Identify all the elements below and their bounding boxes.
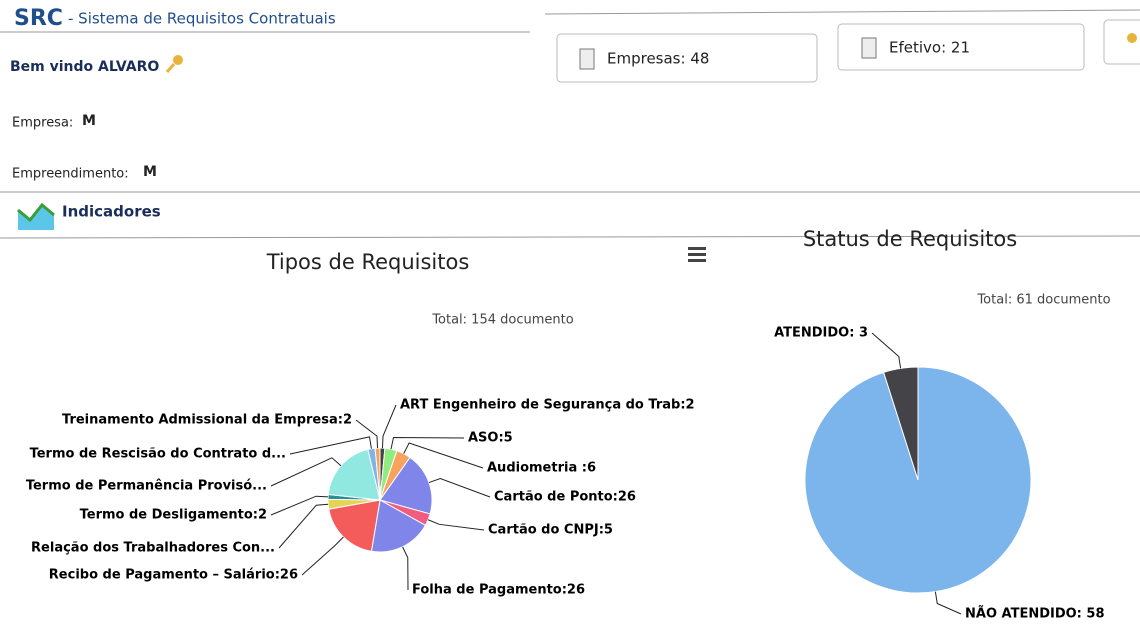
header-rule: [544, 9, 1140, 15]
chart-subtitle: Total: 61 documento: [976, 293, 1110, 308]
empresa-value: M: [82, 113, 96, 129]
menu-icon[interactable]: [688, 247, 706, 262]
label-connector: [934, 591, 962, 615]
slice-label: ATENDIDO: 3: [774, 326, 868, 341]
label-connector: [871, 332, 902, 369]
empresa-label: Empresa:: [12, 116, 73, 131]
label-connector: [270, 495, 329, 516]
slice-label: Cartão do CNPJ:5: [488, 523, 613, 538]
empreendimento-value: M: [143, 164, 157, 180]
pie-slice: [328, 499, 381, 552]
button[interactable]: [1103, 19, 1140, 65]
label-connector: [403, 442, 484, 469]
slice-label: Termo de Permanência Provisó...: [26, 479, 267, 494]
app-title: - Sistema de Requisitos Contratuais: [68, 10, 336, 28]
pie-slice: [379, 456, 433, 515]
label-connector: [390, 436, 465, 450]
slice-label: ART Engenheiro de Segurança do Trab:2: [400, 398, 695, 413]
button-label: Efetivo: 21: [889, 39, 970, 57]
label-connector: [355, 419, 379, 449]
welcome: Bem vindo ALVARO: [10, 59, 159, 75]
empreendimento-label: Empreendimento:: [12, 167, 129, 182]
key-icon: [165, 55, 183, 73]
chart-subtitle: Total: 154 documento: [431, 313, 573, 328]
pie-slice: [374, 447, 381, 501]
pie-slice: [327, 448, 381, 501]
label-connector: [402, 546, 409, 591]
slice-label: Relação dos Trabalhadores Con...: [31, 541, 275, 556]
label-connector: [289, 436, 372, 455]
logo: SRC: [14, 6, 63, 31]
slice-label: NÃO ATENDIDO: 58: [965, 606, 1104, 622]
chart-title: Tipos de Requisitos: [266, 250, 470, 274]
slice-label: Termo de Desligamento:2: [80, 508, 267, 523]
slice-label: Recibo de Pagamento – Salário:26: [49, 568, 298, 583]
label-connector: [428, 477, 491, 498]
chart-title: Status de Requisitos: [803, 227, 1017, 251]
slice-label: Folha de Pagamento:26: [412, 583, 585, 598]
indicator-icon: [17, 202, 55, 230]
slice-label: ASO:5: [468, 431, 513, 446]
label-connector: [381, 404, 397, 449]
slice-label: Cartão de Ponto:26: [494, 490, 636, 505]
label-connector: [278, 503, 329, 549]
section-title: Indicadores: [62, 203, 161, 221]
button-label: Empresas: 48: [607, 50, 709, 68]
slice-label: Treinamento Admissional da Empresa:2: [62, 413, 352, 428]
button[interactable]: Efetivo: 21: [837, 23, 1085, 71]
pie-slice: [370, 499, 427, 553]
button[interactable]: Empresas: 48: [556, 33, 818, 83]
label-connector: [427, 519, 485, 531]
slice-label: Audiometria :6: [487, 461, 596, 476]
slice-label: Termo de Rescisão do Contrato d...: [30, 447, 286, 462]
section-rule: [0, 235, 1140, 239]
label-connector: [270, 457, 342, 487]
label-connector: [301, 536, 344, 576]
